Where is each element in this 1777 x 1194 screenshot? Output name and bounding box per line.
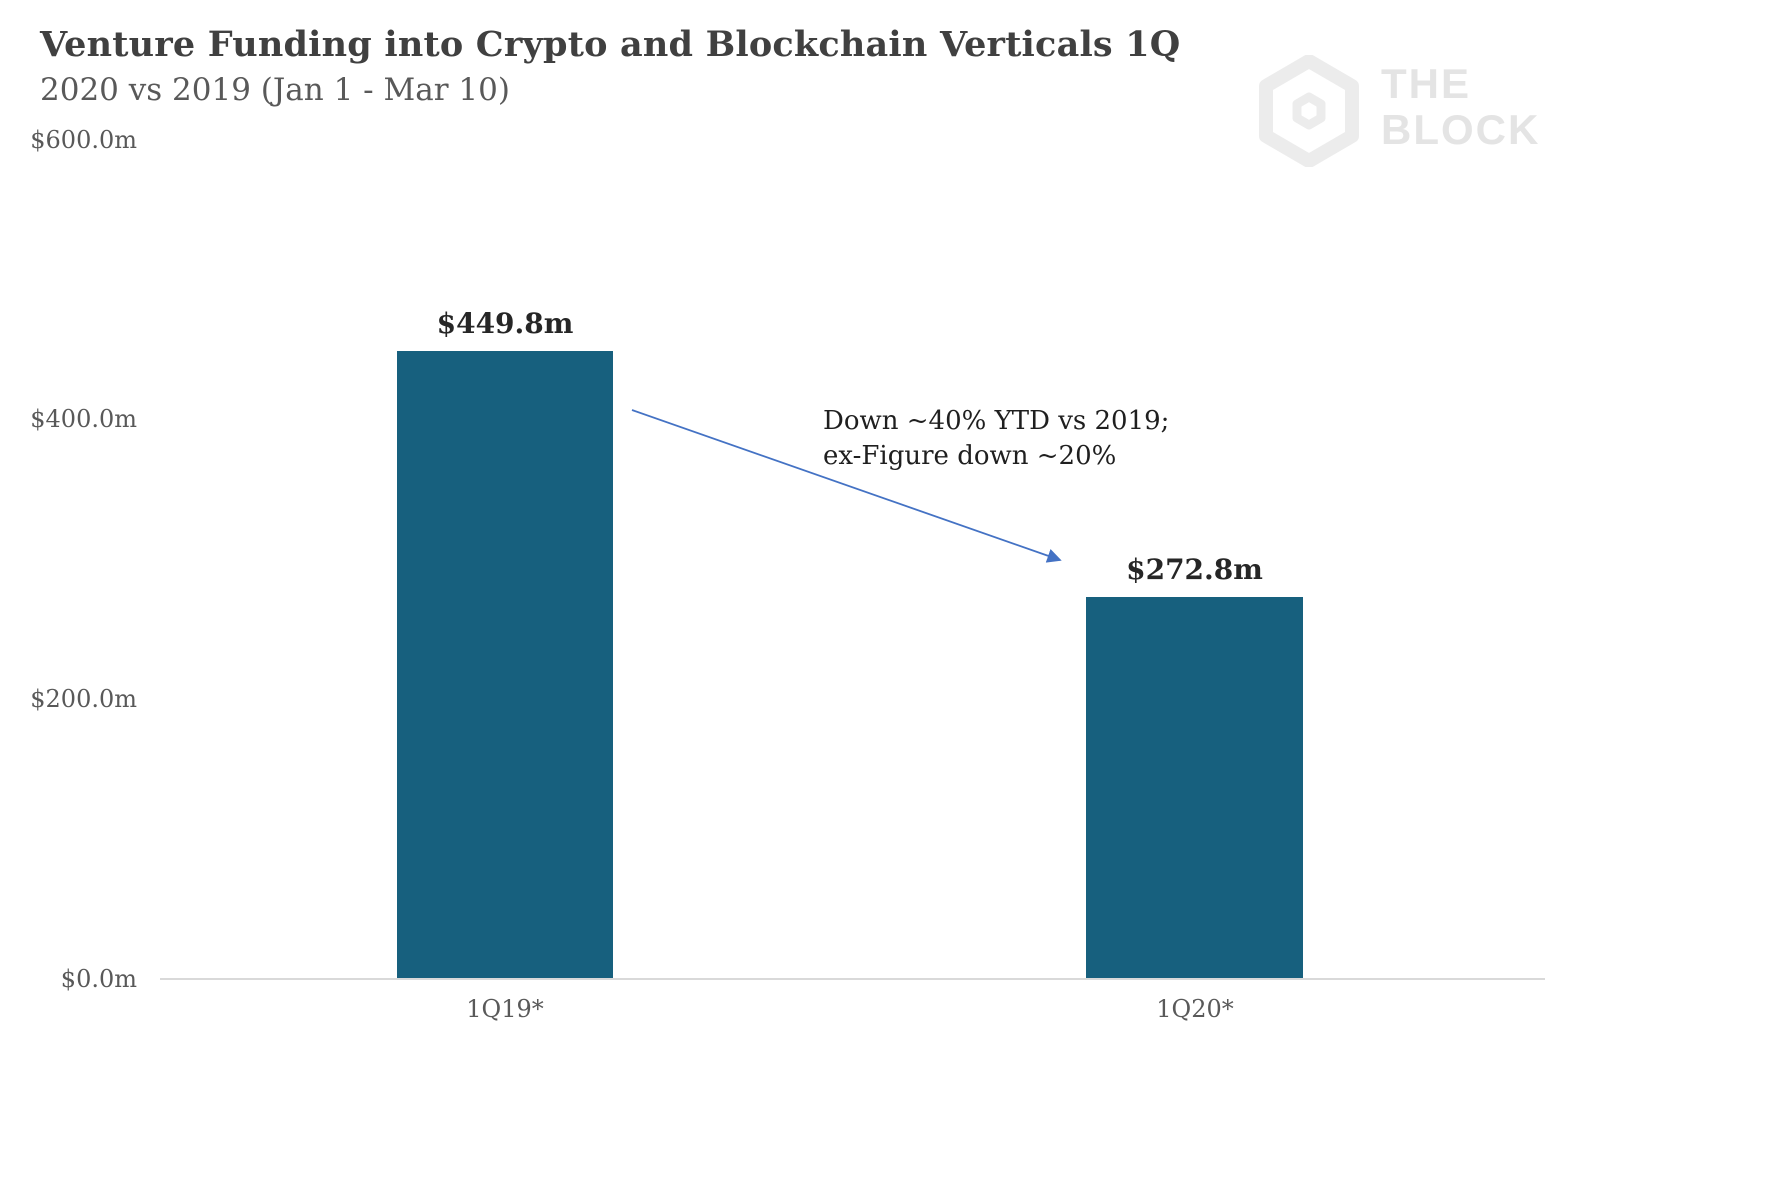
- annotation-line-2: ex-Figure down ~20%: [823, 441, 1117, 472]
- x-axis-label: 1Q20*: [1156, 995, 1234, 1023]
- cube-icon: [1259, 55, 1359, 167]
- y-axis-tick-label: $0.0m: [60, 965, 137, 993]
- arrow-line: [631, 409, 1062, 563]
- logo-text: THE BLOCK: [1381, 61, 1540, 153]
- bar-value-label: $272.8m: [1126, 553, 1263, 586]
- logo-line-the: THE: [1381, 60, 1471, 107]
- plot-area: $449.8m $272.8m: [160, 141, 1545, 980]
- chart-title: Venture Funding into Crypto and Blockcha…: [40, 24, 1181, 65]
- chart-subtitle: 2020 vs 2019 (Jan 1 - Mar 10): [40, 72, 510, 108]
- x-axis-label: 1Q19*: [466, 995, 544, 1023]
- bar: $272.8m: [1086, 553, 1303, 978]
- bar: $449.8m: [397, 307, 613, 978]
- annotation-line-1: Down ~40% YTD vs 2019;: [823, 406, 1170, 436]
- logo-line-block: BLOCK: [1381, 106, 1541, 153]
- annotation-text: Down ~40% YTD vs 2019; ex-Figure down ~2…: [823, 404, 1169, 474]
- y-axis-tick-label: $200.0m: [30, 685, 137, 713]
- trend-arrow: [631, 409, 1062, 563]
- y-axis-tick-label: $400.0m: [30, 405, 137, 433]
- the-block-logo: THE BLOCK: [1253, 55, 1553, 170]
- y-axis-tick-label: $600.0m: [30, 126, 137, 154]
- bar-value-label: $449.8m: [436, 307, 574, 340]
